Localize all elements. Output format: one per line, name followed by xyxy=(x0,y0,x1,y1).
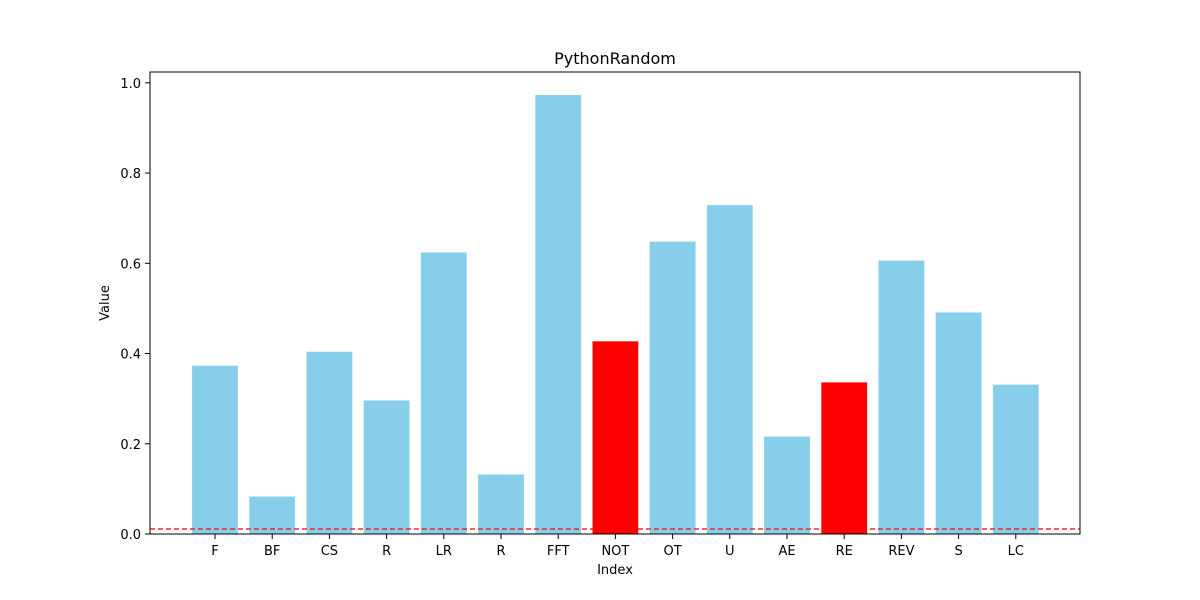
bar-2 xyxy=(249,496,296,534)
y-tick-label: 0.4 xyxy=(120,348,141,363)
y-tick-label: 0.6 xyxy=(120,257,141,272)
x-tick-label: REV xyxy=(888,544,914,559)
bars-group xyxy=(192,95,1039,534)
x-tick-label: FFT xyxy=(547,544,570,559)
y-axis-label: Value xyxy=(98,285,113,321)
y-tick-label: 1.0 xyxy=(120,77,141,92)
x-tick-label: R xyxy=(496,544,505,559)
x-tick-label: AE xyxy=(778,544,795,559)
bar-6 xyxy=(478,474,524,534)
x-tick-label: BF xyxy=(264,544,280,559)
x-tick-label: LR xyxy=(436,544,452,559)
bar-15 xyxy=(992,384,1039,534)
y-tick-label: 0.2 xyxy=(120,438,141,453)
y-axis-ticks: 0.0 0.2 0.4 0.6 0.8 1.0 xyxy=(120,77,150,543)
y-tick-label: 0.8 xyxy=(120,167,141,182)
x-tick-label: R xyxy=(382,544,391,559)
bar-4 xyxy=(363,400,410,534)
bar-5 xyxy=(420,252,467,534)
x-tick-label: LC xyxy=(1008,544,1024,559)
bar-9 xyxy=(649,241,696,534)
bar-10 xyxy=(706,205,753,534)
x-tick-label: U xyxy=(725,544,735,559)
x-tick-label: S xyxy=(954,544,962,559)
bar-13 xyxy=(878,260,925,534)
x-tick-label: CS xyxy=(321,544,338,559)
x-tick-label: F xyxy=(211,544,218,559)
x-axis-label: Index xyxy=(597,563,633,578)
x-tick-label: RE xyxy=(836,544,853,559)
bar-11 xyxy=(764,436,810,534)
x-tick-label: OT xyxy=(664,544,682,559)
chart-title: PythonRandom xyxy=(554,49,676,68)
bar-8 xyxy=(592,341,639,534)
bar-12 xyxy=(821,382,868,534)
bar-1 xyxy=(192,365,238,534)
x-axis-ticks: F BF CS R LR R FFT NOT OT U AE RE REV S LC xyxy=(211,534,1024,559)
bar-14 xyxy=(935,312,982,534)
y-tick-label: 0.0 xyxy=(120,528,141,543)
x-tick-label: NOT xyxy=(601,544,629,559)
bar-7 xyxy=(535,95,582,534)
bar-3 xyxy=(306,351,353,534)
